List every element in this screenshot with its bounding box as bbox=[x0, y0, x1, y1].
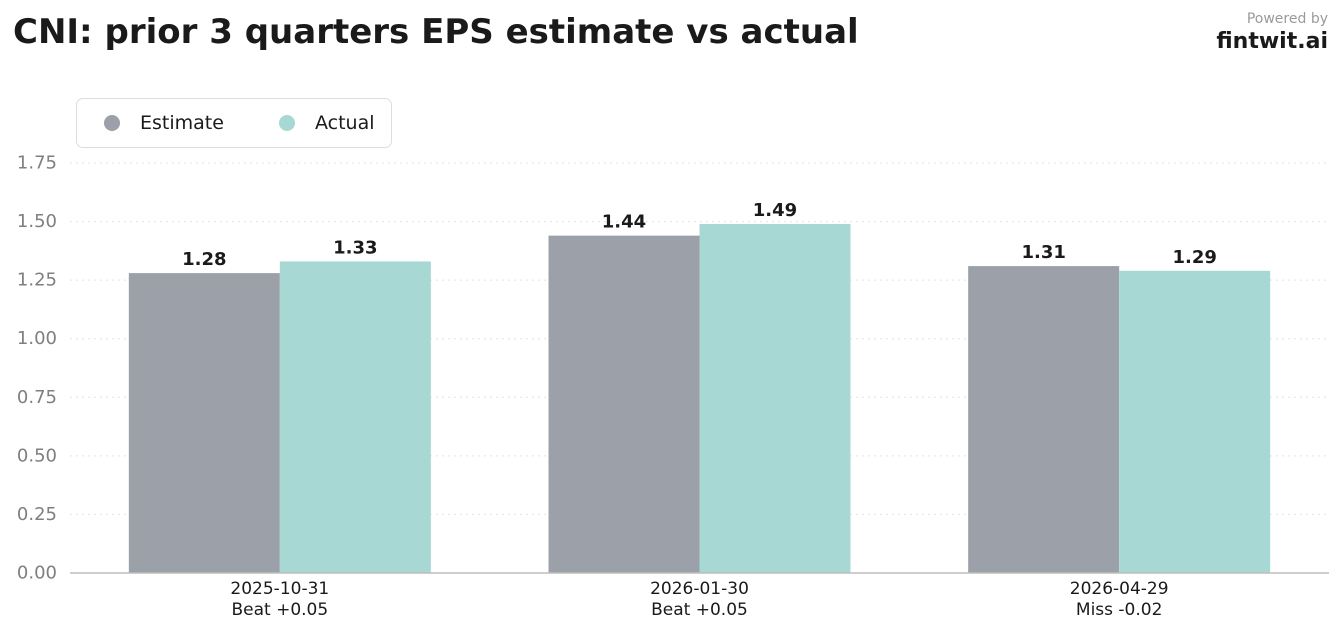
chart-title: CNI: prior 3 quarters EPS estimate vs ac… bbox=[13, 12, 859, 52]
bar-estimate-2 bbox=[548, 235, 700, 573]
y-tick-label: 1.00 bbox=[17, 328, 57, 349]
legend-swatch-estimate bbox=[104, 115, 120, 131]
bar-actual-1 bbox=[279, 261, 431, 573]
legend-item-actual: Actual bbox=[279, 99, 375, 147]
y-tick-label: 0.75 bbox=[17, 387, 57, 408]
legend: Estimate Actual bbox=[76, 98, 392, 148]
y-tick-label: 0.50 bbox=[17, 445, 57, 466]
legend-label-estimate: Estimate bbox=[140, 112, 224, 134]
axes: 0.00 0.25 0.50 0.75 1.00 1.25 1.50 1.75 2025-10-… bbox=[17, 153, 1329, 620]
value-label-estimate-2: 1.44 bbox=[602, 212, 646, 233]
y-tick-label: 0.25 bbox=[17, 504, 57, 525]
value-label-actual-1: 1.33 bbox=[333, 237, 377, 258]
bar-estimate-1 bbox=[128, 273, 280, 573]
value-labels: 1.28 1.33 1.44 1.49 1.31 1.29 bbox=[182, 200, 1217, 270]
bar-actual-3 bbox=[1119, 270, 1271, 573]
legend-swatch-actual bbox=[279, 115, 295, 131]
value-label-estimate-3: 1.31 bbox=[1021, 242, 1065, 263]
legend-label-actual: Actual bbox=[315, 112, 375, 134]
brand-name: fintwit.ai bbox=[1216, 28, 1328, 54]
y-tick-label: 1.75 bbox=[17, 153, 57, 174]
branding: Powered by fintwit.ai bbox=[1216, 11, 1328, 56]
x-tick-label: 2026-04-29 bbox=[1070, 579, 1169, 599]
bar-estimate-3 bbox=[968, 266, 1120, 573]
x-tick-label: 2026-01-30 bbox=[650, 579, 749, 599]
x-tick-label: 2025-10-31 bbox=[230, 579, 329, 599]
x-tick-note: Miss -0.02 bbox=[1076, 600, 1163, 620]
bars bbox=[128, 223, 1271, 573]
legend-item-estimate: Estimate bbox=[104, 99, 224, 147]
y-tick-label: 0.00 bbox=[17, 563, 57, 584]
y-tick-label: 1.25 bbox=[17, 270, 57, 291]
powered-by-text: Powered by bbox=[1246, 11, 1328, 27]
y-tick-label: 1.50 bbox=[17, 211, 57, 232]
bar-actual-2 bbox=[699, 223, 851, 573]
value-label-actual-3: 1.29 bbox=[1172, 247, 1216, 268]
value-label-actual-2: 1.49 bbox=[753, 200, 797, 221]
x-tick-note: Beat +0.05 bbox=[651, 600, 748, 620]
x-tick-note: Beat +0.05 bbox=[231, 600, 328, 620]
value-label-estimate-1: 1.28 bbox=[182, 249, 226, 270]
